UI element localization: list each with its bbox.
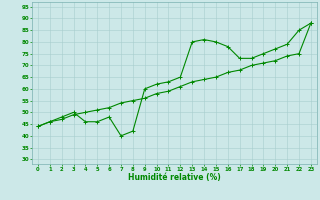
X-axis label: Humidité relative (%): Humidité relative (%) (128, 173, 221, 182)
